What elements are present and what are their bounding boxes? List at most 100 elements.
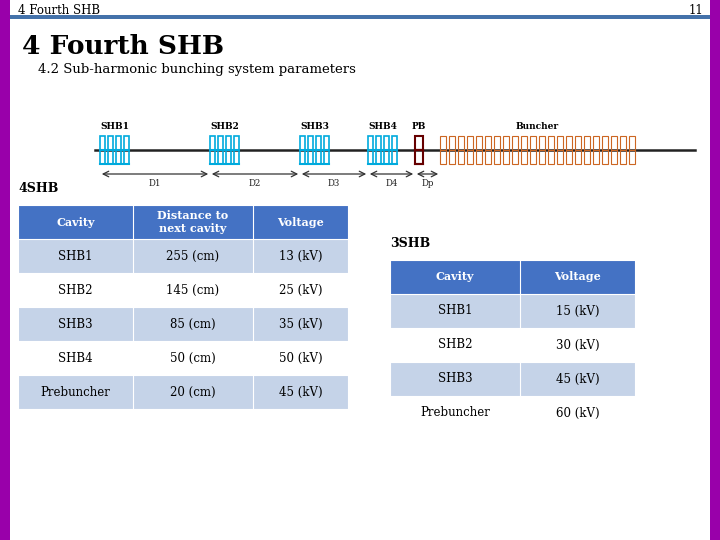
Text: Distance to
next cavity: Distance to next cavity xyxy=(158,210,229,234)
Bar xyxy=(133,375,253,409)
Text: 15 (kV): 15 (kV) xyxy=(556,305,599,318)
Bar xyxy=(308,150,313,164)
Bar xyxy=(253,307,348,341)
Text: Cavity: Cavity xyxy=(56,217,95,227)
Bar xyxy=(602,150,608,164)
Bar xyxy=(10,15,710,19)
Bar xyxy=(253,205,348,239)
Text: 35 (kV): 35 (kV) xyxy=(279,318,323,330)
Text: SHB3: SHB3 xyxy=(300,122,329,131)
Bar xyxy=(520,328,635,362)
Bar xyxy=(467,150,473,164)
Bar xyxy=(503,150,509,164)
Bar xyxy=(449,150,455,164)
Text: 255 (cm): 255 (cm) xyxy=(166,249,220,262)
Bar xyxy=(234,136,239,150)
Text: SHB4: SHB4 xyxy=(58,352,93,365)
Bar xyxy=(226,136,231,150)
Bar xyxy=(324,136,329,150)
Bar xyxy=(253,239,348,273)
Bar xyxy=(253,273,348,307)
Bar xyxy=(18,307,133,341)
Bar xyxy=(494,150,500,164)
Bar xyxy=(503,136,509,150)
Text: 45 (kV): 45 (kV) xyxy=(279,386,323,399)
Bar xyxy=(390,362,520,396)
Bar xyxy=(440,150,446,164)
Bar xyxy=(593,136,599,150)
Text: 13 (kV): 13 (kV) xyxy=(279,249,323,262)
Bar xyxy=(520,260,635,294)
Bar xyxy=(384,136,389,150)
Bar xyxy=(253,341,348,375)
Bar xyxy=(611,136,617,150)
Bar xyxy=(485,136,491,150)
Bar xyxy=(593,150,599,164)
Bar xyxy=(530,150,536,164)
Bar xyxy=(100,136,105,150)
Text: Buncher: Buncher xyxy=(516,122,559,131)
Bar xyxy=(368,136,373,150)
Bar xyxy=(512,136,518,150)
Bar xyxy=(557,150,563,164)
Bar xyxy=(485,150,491,164)
Text: SHB1: SHB1 xyxy=(100,122,129,131)
Bar xyxy=(124,150,129,164)
Text: SHB2: SHB2 xyxy=(210,122,239,131)
Bar xyxy=(548,150,554,164)
Bar xyxy=(253,375,348,409)
Bar xyxy=(458,136,464,150)
Text: 20 (cm): 20 (cm) xyxy=(170,386,216,399)
Text: 145 (cm): 145 (cm) xyxy=(166,284,220,296)
Bar xyxy=(108,136,113,150)
Bar xyxy=(390,294,520,328)
Bar xyxy=(449,136,455,150)
Bar xyxy=(100,150,105,164)
Bar xyxy=(0,0,10,540)
Bar xyxy=(390,396,520,430)
Text: Prebuncher: Prebuncher xyxy=(40,386,110,399)
Text: 4.2 Sub-harmonic bunching system parameters: 4.2 Sub-harmonic bunching system paramet… xyxy=(38,64,356,77)
Bar xyxy=(116,150,121,164)
Text: D3: D3 xyxy=(328,179,340,188)
Text: 4 Fourth SHB: 4 Fourth SHB xyxy=(18,3,100,17)
Text: Voltage: Voltage xyxy=(277,217,324,227)
Bar xyxy=(584,136,590,150)
Bar xyxy=(392,150,397,164)
Text: Prebuncher: Prebuncher xyxy=(420,407,490,420)
Bar xyxy=(218,150,223,164)
Bar xyxy=(476,136,482,150)
Bar xyxy=(133,273,253,307)
Bar xyxy=(234,150,239,164)
Bar xyxy=(710,0,720,540)
Text: Dp: Dp xyxy=(421,179,433,188)
Text: Cavity: Cavity xyxy=(436,272,474,282)
Bar xyxy=(218,136,223,150)
Bar xyxy=(467,136,473,150)
Text: 3SHB: 3SHB xyxy=(390,237,431,250)
Bar xyxy=(521,150,527,164)
Text: 50 (kV): 50 (kV) xyxy=(279,352,323,365)
Bar xyxy=(390,260,520,294)
Bar xyxy=(521,136,527,150)
Bar xyxy=(629,150,635,164)
Bar xyxy=(316,136,321,150)
Text: SHB1: SHB1 xyxy=(58,249,93,262)
Bar xyxy=(520,294,635,328)
Bar xyxy=(557,136,563,150)
Bar xyxy=(133,341,253,375)
Bar xyxy=(458,150,464,164)
Bar xyxy=(133,307,253,341)
Bar xyxy=(124,136,129,150)
Text: SHB1: SHB1 xyxy=(438,305,472,318)
Bar xyxy=(539,150,545,164)
Bar xyxy=(368,150,373,164)
Bar xyxy=(392,136,397,150)
Text: 30 (kV): 30 (kV) xyxy=(556,339,599,352)
Bar xyxy=(210,150,215,164)
Bar xyxy=(584,150,590,164)
Bar xyxy=(316,150,321,164)
Bar xyxy=(226,150,231,164)
Bar xyxy=(210,136,215,150)
Bar xyxy=(18,205,133,239)
